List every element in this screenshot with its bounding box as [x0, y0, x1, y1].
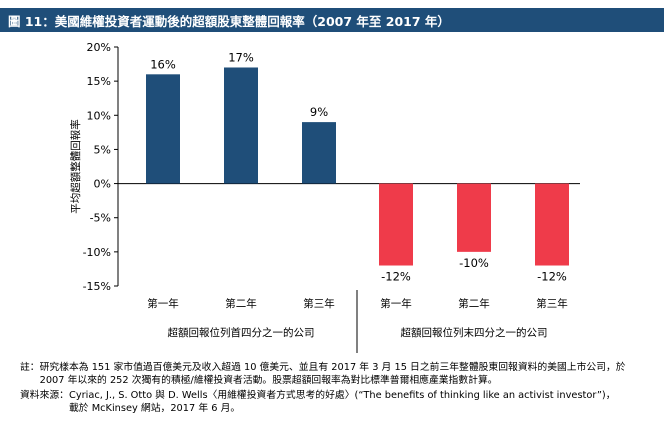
source-row: 資料來源： Cyriac, J., S. Otto 與 D. Wells〈用維權…: [20, 389, 650, 415]
group-label: 超額回報位列末四分之一的公司: [401, 326, 548, 339]
y-tick-label: 0%: [94, 178, 111, 191]
bar: [379, 183, 413, 266]
data-label: 16%: [150, 57, 176, 71]
bar: [146, 74, 180, 184]
data-label: -12%: [537, 270, 567, 284]
category-label: 第二年: [225, 297, 257, 310]
category-label: 第一年: [380, 297, 412, 310]
bar: [457, 183, 491, 252]
data-label: 17%: [228, 50, 254, 64]
bar: [535, 183, 569, 266]
data-label: -12%: [381, 270, 411, 284]
data-label: 9%: [310, 105, 328, 119]
notes-section: 註： 研究樣本為 151 家市值過百億美元及收入超過 10 億美元、並且有 20…: [20, 361, 650, 415]
y-tick-label: 15%: [87, 75, 111, 88]
group-label: 超額回報位列首四分之一的公司: [168, 326, 315, 339]
y-tick-label: 20%: [87, 41, 111, 54]
data-label: -10%: [459, 256, 489, 270]
category-label: 第三年: [536, 297, 568, 310]
y-axis-title: 平均超額整體回報率: [69, 119, 82, 214]
source-line-1: Cyriac, J., S. Otto 與 D. Wells〈用維權投資者方式思…: [68, 390, 616, 401]
source-text: Cyriac, J., S. Otto 與 D. Wells〈用維權投資者方式思…: [69, 389, 650, 415]
note-label: 註：: [20, 362, 40, 373]
y-tick-label: 5%: [94, 143, 111, 156]
y-tick-label: 10%: [87, 109, 111, 122]
y-tick-label: -15%: [83, 280, 111, 293]
title-bar: 圖 11：美國維權投資者運動後的超額股東整體回報率（2007 年至 2017 年…: [0, 8, 664, 32]
bar: [224, 67, 258, 184]
chart-title: 圖 11：美國維權投資者運動後的超額股東整體回報率（2007 年至 2017 年…: [8, 14, 450, 29]
bar-chart: 20% 15% 10% 5% 0% -5% -10% -15% 平均超額整體回報率 16% 17% 9…: [69, 41, 580, 353]
category-label: 第三年: [303, 297, 335, 310]
y-tick-label: -10%: [83, 246, 111, 259]
category-label: 第二年: [458, 297, 490, 310]
y-tick-label: -5%: [90, 212, 111, 225]
source-line-2: 載於 McKinsey 網站，2017 年 6 月。: [68, 403, 241, 414]
source-label: 資料來源：: [20, 390, 69, 401]
note-text: 研究樣本為 151 家市值過百億美元及收入超過 10 億美元、並且有 2017 …: [39, 362, 626, 386]
bar: [302, 122, 336, 184]
category-label: 第一年: [147, 297, 179, 310]
note-row: 註： 研究樣本為 151 家市值過百億美元及收入超過 10 億美元、並且有 20…: [20, 361, 650, 387]
